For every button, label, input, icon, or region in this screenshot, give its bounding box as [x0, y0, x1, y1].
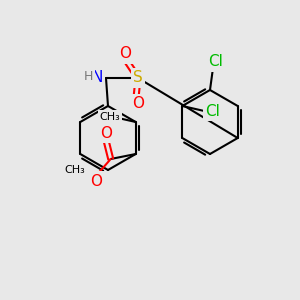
Text: CH₃: CH₃ [64, 165, 85, 175]
Text: S: S [133, 70, 143, 86]
Text: O: O [132, 97, 144, 112]
Text: O: O [90, 173, 102, 188]
Text: Cl: Cl [205, 103, 220, 118]
Text: N: N [91, 70, 103, 85]
Text: Cl: Cl [208, 55, 224, 70]
Text: O: O [119, 46, 131, 62]
Text: O: O [100, 125, 112, 140]
Text: H: H [83, 70, 93, 83]
Text: CH₃: CH₃ [99, 112, 120, 122]
